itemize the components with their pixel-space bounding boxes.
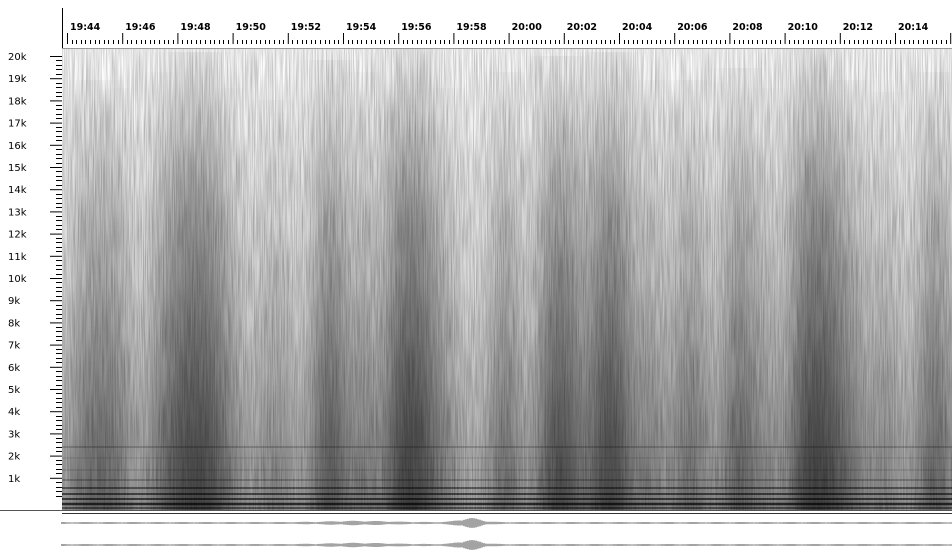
- frequency-label: 10k: [8, 274, 27, 285]
- frequency-label: 1k: [8, 474, 20, 485]
- time-label: 20:04: [622, 22, 653, 33]
- time-label: 20:06: [677, 22, 708, 33]
- time-label: 19:46: [125, 22, 156, 33]
- waveform-trace: [61, 518, 952, 528]
- time-label: 19:58: [456, 22, 487, 33]
- waveform-trace: [61, 540, 952, 550]
- time-label: 20:02: [567, 22, 597, 33]
- time-label: 19:50: [236, 22, 267, 33]
- frequency-label: 6k: [8, 363, 20, 374]
- frequency-label: 12k: [8, 230, 27, 241]
- time-label: 20:14: [898, 22, 929, 33]
- spectrogram-texture: [62, 48, 952, 510]
- frequency-label: 3k: [8, 429, 20, 440]
- frequency-label: 16k: [8, 141, 27, 152]
- time-label: 19:44: [70, 22, 101, 33]
- spectrogram: [62, 48, 952, 510]
- frequency-label: 15k: [8, 163, 27, 174]
- frequency-label: 17k: [8, 119, 27, 130]
- frequency-label: 2k: [8, 452, 20, 463]
- time-label: 19:56: [401, 22, 432, 33]
- frequency-label: 14k: [8, 185, 27, 196]
- frequency-label: 13k: [8, 207, 27, 218]
- frequency-label: 20k: [8, 52, 27, 63]
- time-label: 19:54: [346, 22, 377, 33]
- frequency-label: 18k: [8, 96, 27, 107]
- frequency-label: 9k: [8, 296, 20, 307]
- time-label: 19:48: [180, 22, 211, 33]
- time-label: 20:12: [843, 22, 873, 33]
- frequency-label: 19k: [8, 74, 27, 85]
- frequency-label: 4k: [8, 407, 20, 418]
- time-label: 20:00: [512, 22, 543, 33]
- time-label: 19:52: [291, 22, 321, 33]
- waveform: [61, 518, 952, 550]
- time-label: 20:10: [788, 22, 819, 33]
- frequency-label: 8k: [8, 318, 20, 329]
- frequency-label: 5k: [8, 385, 20, 396]
- frequency-label: 7k: [8, 341, 20, 352]
- time-label: 20:08: [732, 22, 763, 33]
- harmonic-lines: [62, 446, 952, 509]
- frequency-label: 11k: [8, 252, 27, 263]
- axes: 19:44 19:46 19:48 19:50 19:52 19:54 19:56 19:58…: [8, 22, 952, 497]
